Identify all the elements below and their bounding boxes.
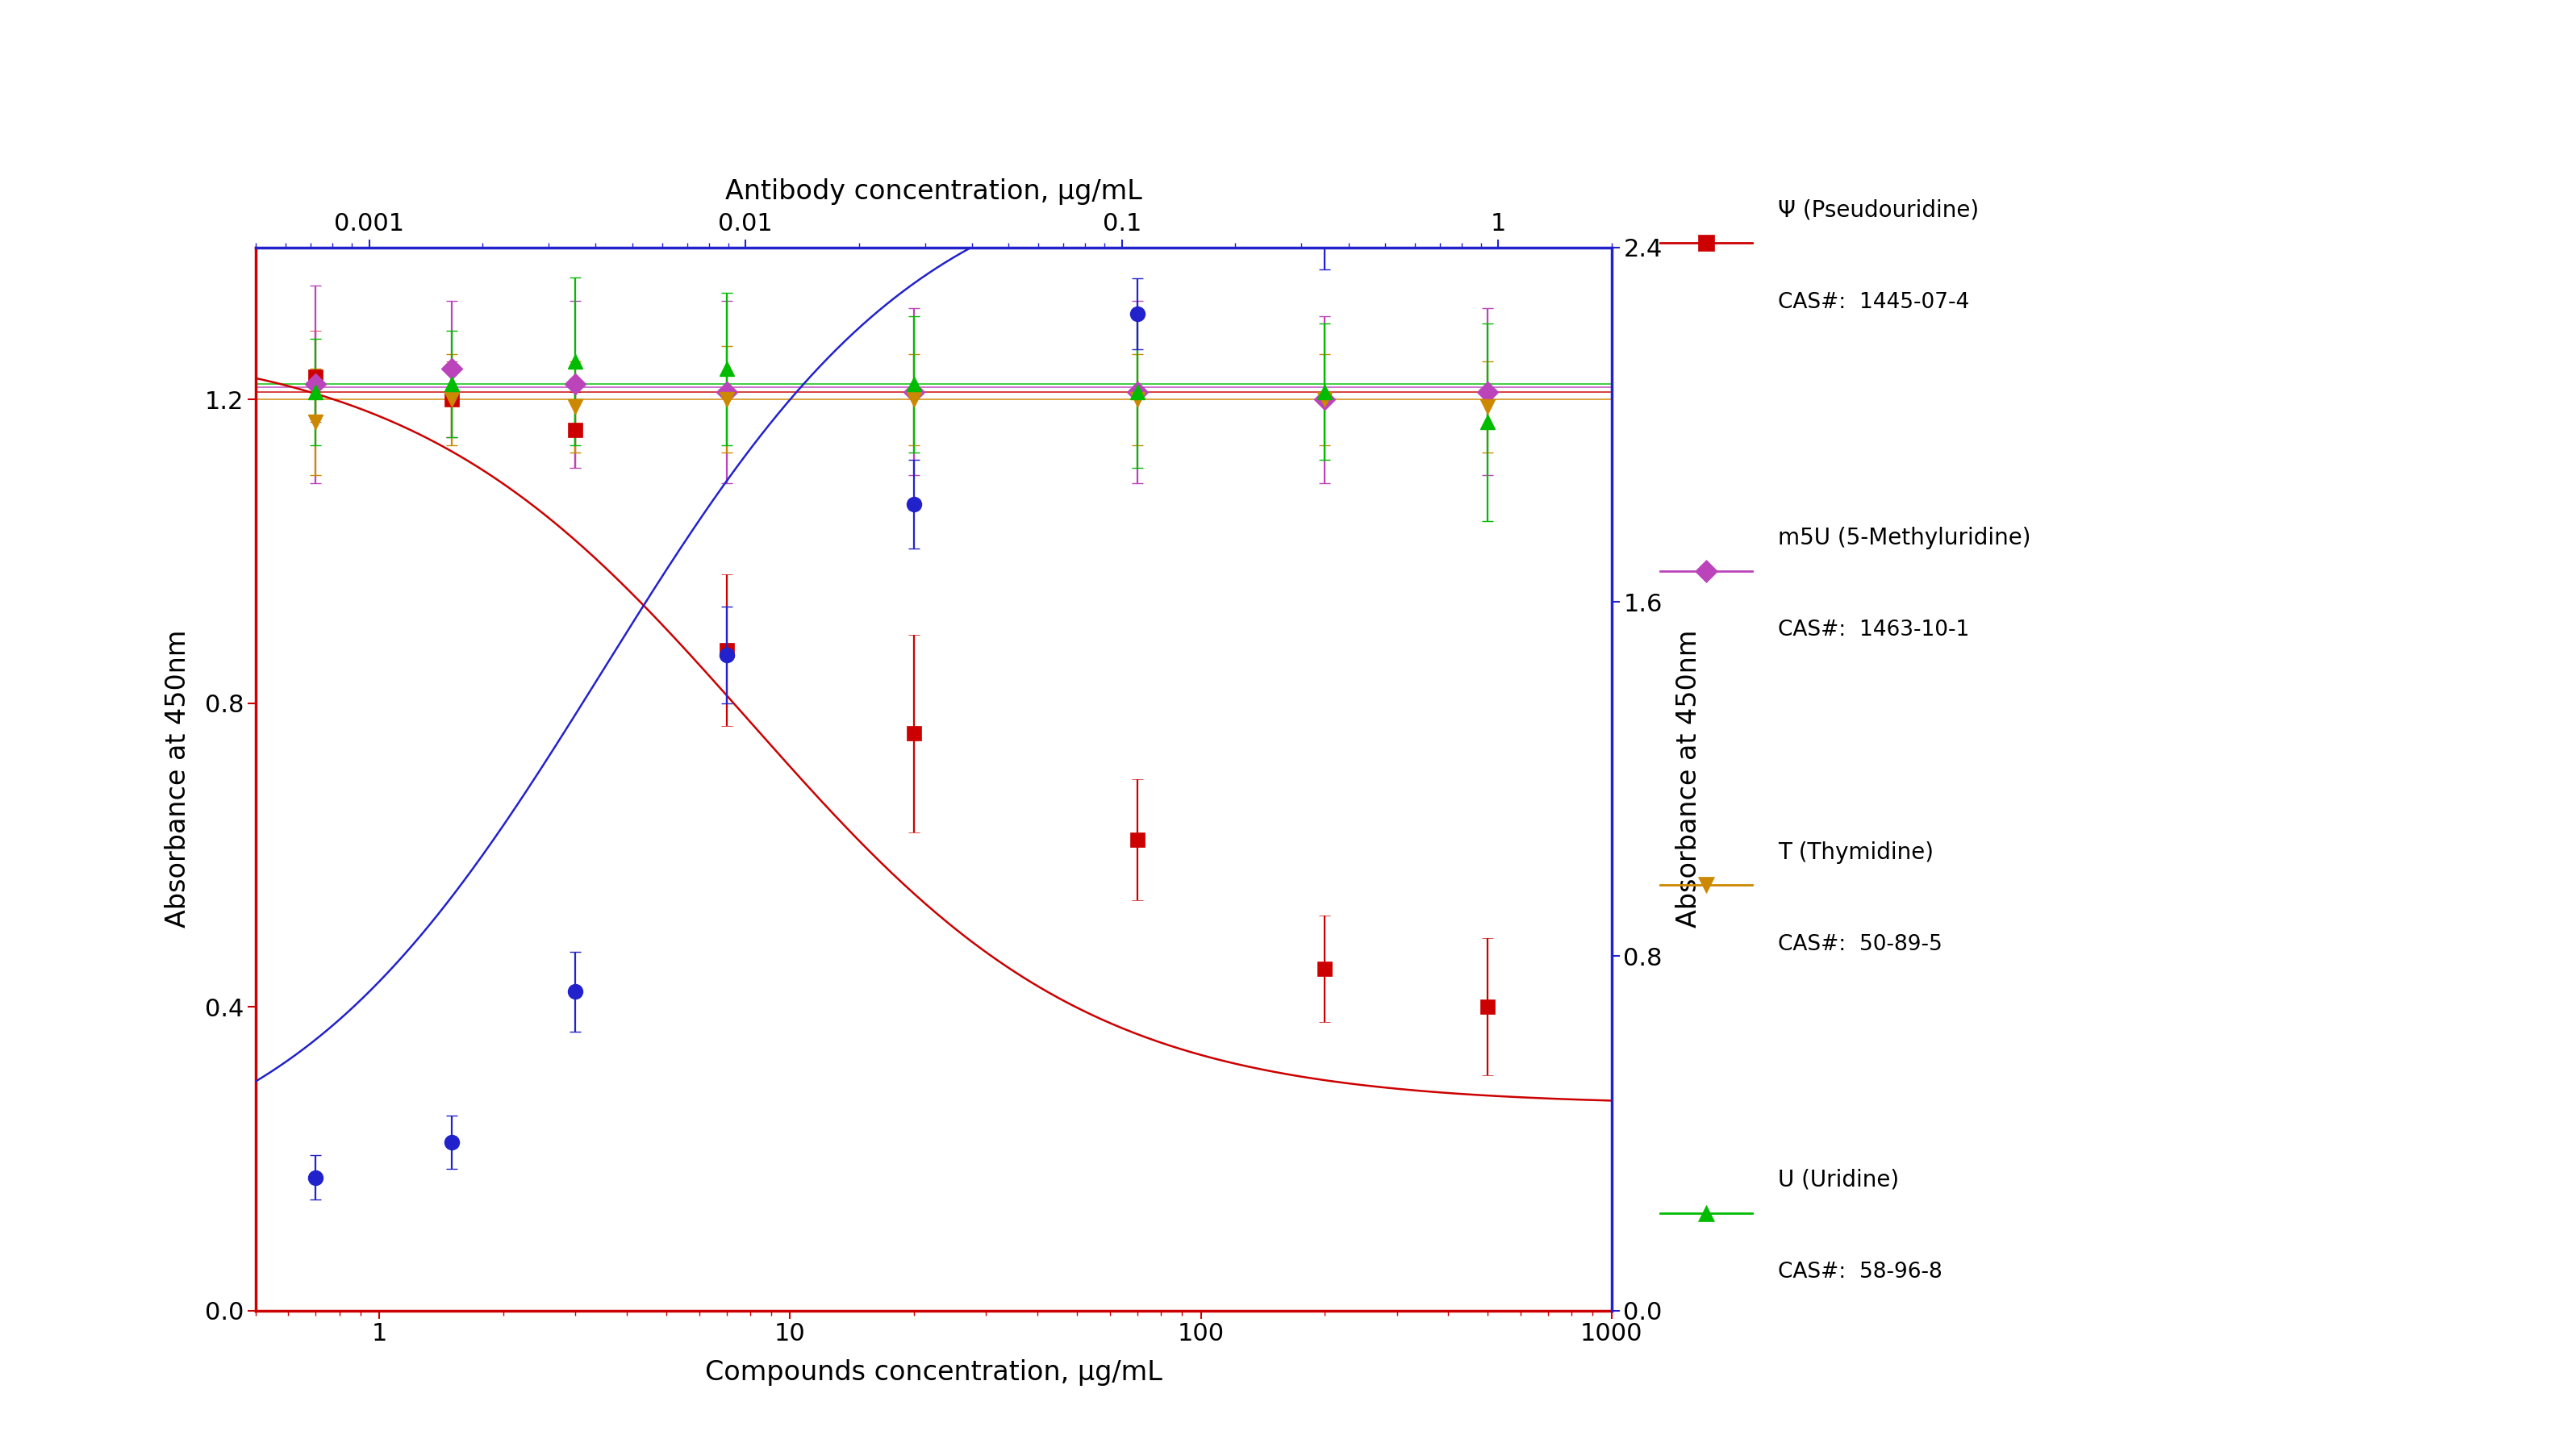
Y-axis label: Absorbance at 450nm: Absorbance at 450nm [164, 630, 192, 927]
X-axis label: Antibody concentration, µg/mL: Antibody concentration, µg/mL [726, 178, 1141, 204]
Y-axis label: Absorbance at 450nm: Absorbance at 450nm [1675, 630, 1704, 927]
Text: CAS#:  1445-07-4: CAS#: 1445-07-4 [1778, 291, 1970, 313]
Text: CAS#:  58-96-8: CAS#: 58-96-8 [1778, 1261, 1942, 1283]
Text: Ψ (Pseudouridine): Ψ (Pseudouridine) [1778, 199, 1980, 221]
X-axis label: Compounds concentration, µg/mL: Compounds concentration, µg/mL [706, 1358, 1161, 1386]
Text: T (Thymidine): T (Thymidine) [1778, 842, 1934, 863]
Text: U (Uridine): U (Uridine) [1778, 1169, 1898, 1191]
Text: CAS#:  1463-10-1: CAS#: 1463-10-1 [1778, 619, 1970, 641]
Text: m5U (5-Methyluridine): m5U (5-Methyluridine) [1778, 527, 2031, 549]
Text: CAS#:  50-89-5: CAS#: 50-89-5 [1778, 933, 1942, 955]
